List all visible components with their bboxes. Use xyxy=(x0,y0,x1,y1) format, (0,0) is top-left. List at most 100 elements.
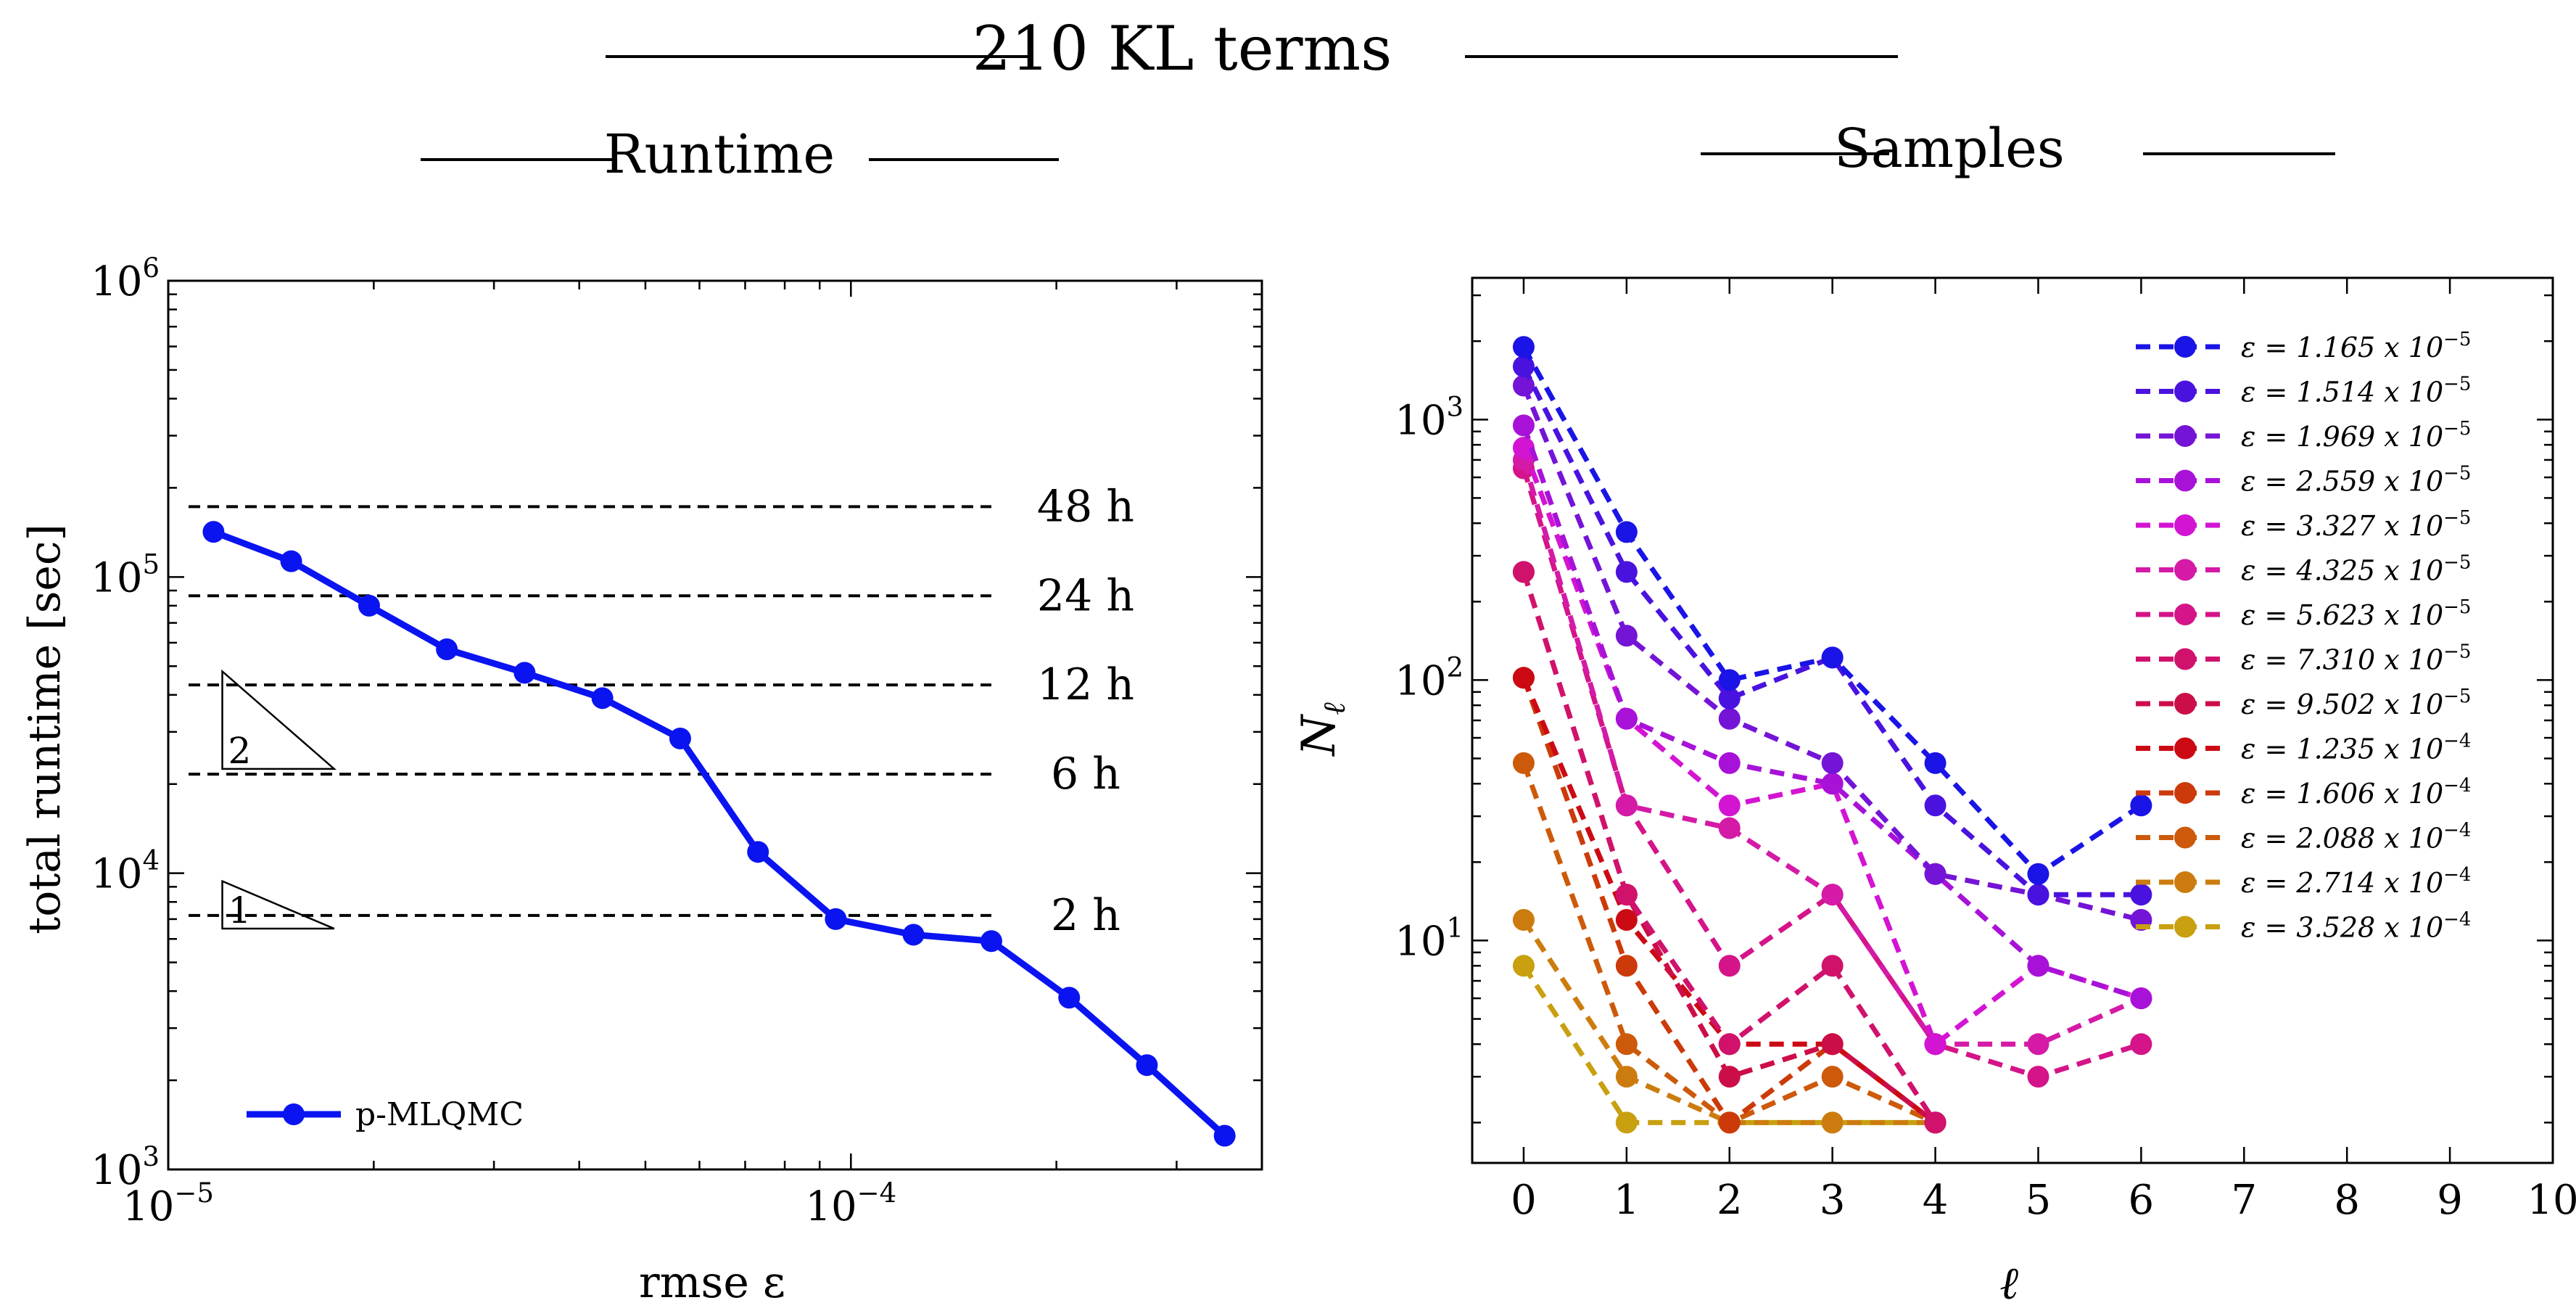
samples-data-point xyxy=(2130,987,2152,1010)
samples-data-point xyxy=(1924,794,1947,817)
suptitle: 210 KL terms xyxy=(973,13,1392,84)
runtime-reference-lines: 48 h 24 h 12 h 6 h 2 h xyxy=(189,481,1134,941)
samples-legend-marker xyxy=(2174,559,2196,581)
samples-data-point xyxy=(1924,1111,1947,1134)
samples-data-point xyxy=(1512,355,1535,378)
samples-legend-label: ε = 2.088 x 10−4 xyxy=(2241,820,2471,855)
slope-triangle xyxy=(221,879,335,930)
samples-data-point xyxy=(1615,794,1638,817)
runtime-data-point xyxy=(1213,1124,1236,1147)
samples-data-point xyxy=(1512,908,1535,931)
samples-legend-marker xyxy=(2174,693,2196,715)
samples-axes: 0 1 2 3 4 5 6 7 8 9 10 101 102 103 xyxy=(1395,276,2576,1224)
samples-legend-marker xyxy=(2174,826,2196,849)
samples-legend-label: ε = 1.235 x 10−4 xyxy=(2241,731,2471,765)
samples-x-tick-label: 3 xyxy=(1820,1177,1846,1224)
samples-data-point xyxy=(1512,414,1535,437)
samples-legend-label: ε = 9.502 x 10−5 xyxy=(2241,686,2471,720)
runtime-y-tick-label: 105 xyxy=(91,548,160,601)
samples-legend-label: ε = 2.559 x 10−5 xyxy=(2241,463,2471,498)
runtime-slope-triangles: 21 xyxy=(221,669,337,932)
samples-data-point xyxy=(1821,1066,1844,1088)
samples-data-point xyxy=(1718,1111,1741,1134)
runtime-x-axis-label: rmse ε xyxy=(639,1257,785,1308)
samples-data-point xyxy=(2027,1066,2049,1088)
runtime-data-point xyxy=(591,687,614,710)
samples-legend-label: ε = 4.325 x 10−5 xyxy=(2241,552,2471,587)
samples-x-tick-label: 4 xyxy=(1923,1177,1949,1224)
samples-data-point xyxy=(1615,625,1638,647)
samples-series xyxy=(1512,336,2152,1134)
samples-legend-marker xyxy=(2174,782,2196,804)
samples-data-point xyxy=(1718,1066,1741,1088)
samples-legend-marker xyxy=(2174,604,2196,625)
slope-triangle-label: 2 xyxy=(228,730,252,772)
samples-series-line xyxy=(1521,676,1937,1125)
samples-data-point xyxy=(1718,707,1741,730)
samples-x-axis-label: ℓ xyxy=(1999,1257,2018,1309)
samples-data-point xyxy=(2027,1033,2049,1056)
samples-data-point xyxy=(1615,955,1638,977)
runtime-legend: p-MLQMC xyxy=(247,1096,524,1133)
samples-legend-marker xyxy=(2174,737,2196,760)
samples-legend-marker xyxy=(2174,380,2196,403)
samples-data-point xyxy=(1718,955,1741,977)
samples-data-point xyxy=(2130,884,2152,906)
samples-data-point xyxy=(1821,1111,1844,1134)
samples-legend-label: ε = 3.528 x 10−4 xyxy=(2241,909,2471,944)
samples-data-point xyxy=(1512,374,1535,397)
reference-line-label: 12 h xyxy=(1037,659,1134,710)
samples-data-point xyxy=(2130,794,2152,817)
samples-data-point xyxy=(1512,752,1535,774)
samples-y-axis-label: Nℓ xyxy=(1292,702,1352,757)
samples-data-point xyxy=(1615,561,1638,583)
samples-data-point xyxy=(1821,773,1844,795)
runtime-data-point xyxy=(1136,1054,1158,1077)
samples-data-point xyxy=(2027,955,2049,977)
samples-y-axis-label-sub: ℓ xyxy=(1316,702,1352,715)
samples-data-point xyxy=(1718,752,1741,774)
samples-data-point xyxy=(1718,687,1741,710)
runtime-data-point xyxy=(436,638,458,661)
samples-legend-label: ε = 7.310 x 10−5 xyxy=(2241,641,2471,676)
runtime-data-point xyxy=(669,727,691,749)
samples-x-tick-label: 10 xyxy=(2527,1177,2576,1224)
slope-triangle xyxy=(221,669,337,770)
runtime-data-point xyxy=(280,550,302,572)
samples-legend-marker xyxy=(2174,648,2196,670)
samples-legend-label: ε = 3.327 x 10−5 xyxy=(2241,507,2471,542)
samples-data-point xyxy=(1718,794,1741,817)
samples-series-line xyxy=(1521,446,2142,1047)
reference-line-label: 2 h xyxy=(1051,890,1120,941)
runtime-series-line xyxy=(212,528,1227,1138)
samples-series-line xyxy=(1521,365,2142,897)
samples-x-tick-label: 1 xyxy=(1614,1177,1640,1224)
reference-line-label: 24 h xyxy=(1037,570,1134,621)
samples-data-point xyxy=(1821,1033,1844,1056)
runtime-data-point xyxy=(202,521,225,543)
samples-data-point xyxy=(1512,437,1535,459)
samples-x-tick-label: 8 xyxy=(2334,1177,2360,1224)
samples-legend-marker xyxy=(2174,514,2196,536)
samples-data-point xyxy=(1924,752,1947,774)
runtime-data-point xyxy=(513,662,536,684)
samples-x-tick-label: 9 xyxy=(2437,1177,2463,1224)
samples-data-point xyxy=(2130,1033,2152,1056)
runtime-panel-title: Runtime xyxy=(604,123,835,186)
samples-y-tick-label: 103 xyxy=(1395,391,1464,444)
runtime-data-point xyxy=(902,924,925,946)
samples-data-point xyxy=(1821,884,1844,906)
samples-data-point xyxy=(2027,863,2049,885)
reference-line-label: 48 h xyxy=(1037,481,1134,532)
samples-data-point xyxy=(1615,1111,1638,1134)
samples-legend-marker xyxy=(2174,469,2196,492)
samples-data-point xyxy=(1512,561,1535,583)
samples-data-point xyxy=(1615,1033,1638,1056)
samples-data-point xyxy=(1512,667,1535,689)
runtime-plot-frame xyxy=(167,279,1263,1171)
runtime-y-tick-label: 104 xyxy=(91,845,160,898)
samples-legend-marker xyxy=(2174,871,2196,893)
samples-data-point xyxy=(1718,1033,1741,1056)
samples-legend-label: ε = 1.165 x 10−5 xyxy=(2241,329,2471,363)
samples-data-point xyxy=(1615,521,1638,543)
